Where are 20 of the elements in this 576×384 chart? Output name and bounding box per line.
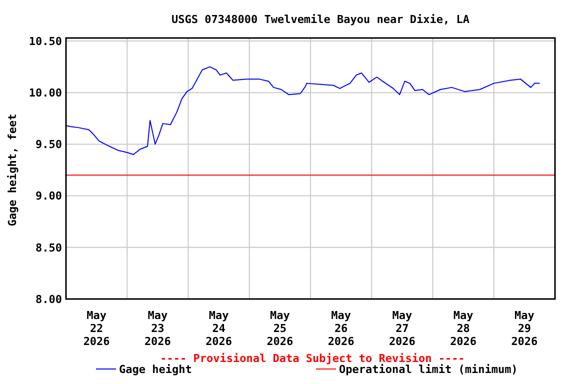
y-tick-label: 8.00	[36, 292, 62, 306]
x-tick-label: May 25 2026	[266, 309, 294, 348]
y-tick-label: 8.50	[36, 241, 62, 254]
x-tick-label: May 24 2026	[206, 309, 232, 348]
x-tick-label: May 22 2026	[83, 309, 110, 348]
legend-label: Gage height	[119, 363, 192, 376]
x-tick-label: May 29 2026	[511, 309, 538, 348]
x-tick-label: May 28 2026	[450, 309, 477, 348]
line-series	[66, 66, 540, 156]
y-axis-title: Gage height, feet	[6, 114, 19, 226]
x-tick-label: May 26 2026	[328, 309, 355, 348]
x-tick-label: May 27 2026	[388, 309, 416, 348]
chart-title: USGS 07348000 Twelvemile Bayou near Dixie, LA	[171, 13, 470, 26]
x-tick-label: May 23 2026	[144, 309, 172, 348]
y-tick-label: 9.50	[36, 138, 62, 152]
legend-label: Operational limit (minimum)	[339, 363, 518, 376]
y-tick-label: 9.00	[36, 190, 62, 203]
y-tick-label: 10.50	[28, 34, 62, 48]
y-tick-label: 10.00	[28, 86, 62, 100]
text: ---- Provisional Data Subject to Revision ----	[160, 352, 465, 365]
